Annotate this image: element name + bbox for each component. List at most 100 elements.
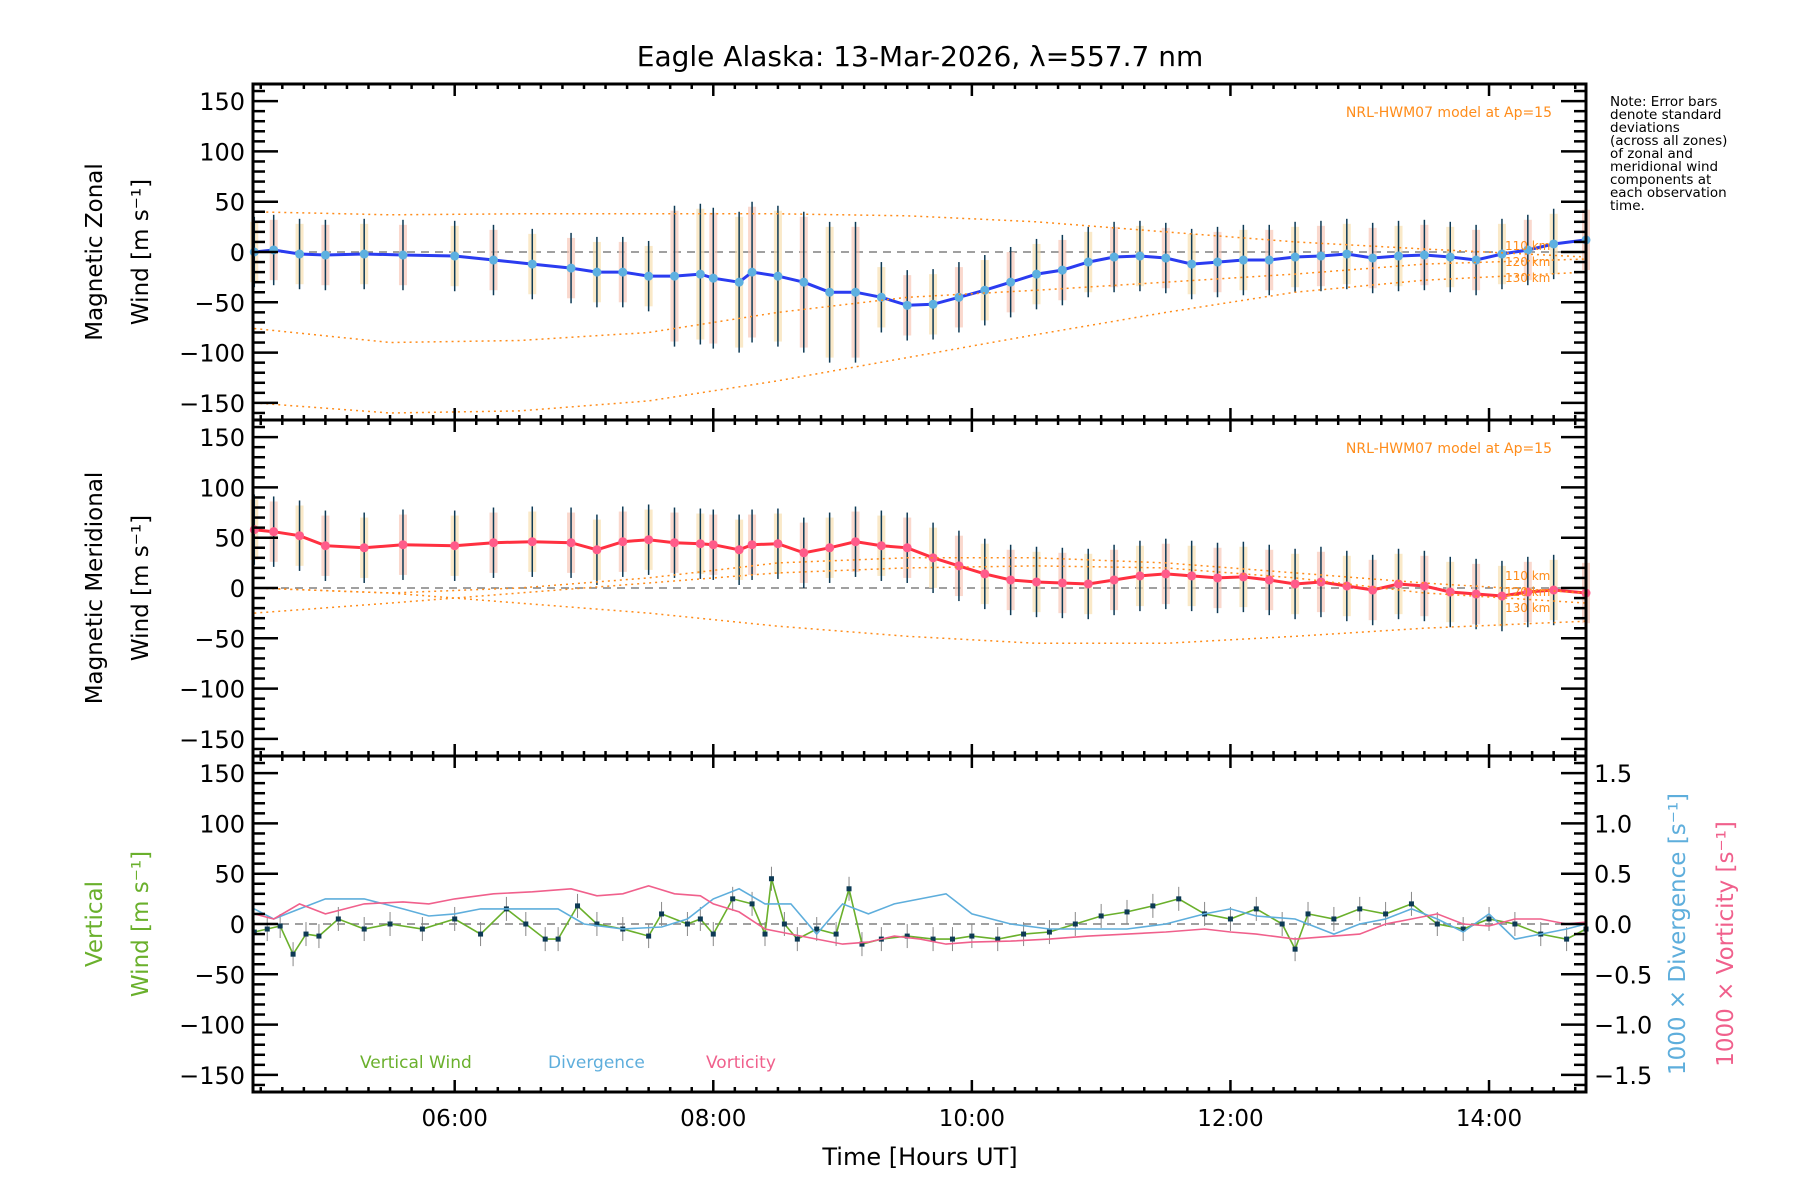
x-tick-label: 12:00 <box>1197 1106 1263 1132</box>
data-point <box>928 299 938 309</box>
series-hwm07-110-km <box>254 557 1587 594</box>
data-point <box>592 545 602 555</box>
data-point <box>361 926 367 932</box>
data-point <box>527 537 537 547</box>
data-point <box>902 543 912 553</box>
data-point <box>316 933 322 939</box>
y-axis-label-line2: Wind [m s⁻¹] <box>128 179 154 325</box>
data-point <box>708 540 718 550</box>
x-axis-label: Time [Hours UT] <box>821 1143 1017 1171</box>
data-point <box>1124 909 1130 915</box>
data-point <box>1512 921 1518 927</box>
data-point <box>1083 257 1093 267</box>
data-point <box>1368 253 1378 263</box>
data-point <box>825 287 835 297</box>
data-point <box>1213 573 1223 583</box>
data-point <box>1445 587 1455 597</box>
data-point <box>618 537 628 547</box>
altitude-label: 110 km <box>1505 569 1550 583</box>
data-point <box>1098 913 1104 919</box>
data-point <box>1564 936 1570 942</box>
data-point <box>710 931 716 937</box>
data-point <box>1057 265 1067 275</box>
data-point <box>277 923 283 929</box>
data-point <box>1316 577 1326 587</box>
data-point <box>980 285 990 295</box>
data-point <box>646 933 652 939</box>
data-point <box>1135 251 1145 261</box>
y-axis-label-line2: Wind [m s⁻¹] <box>128 851 154 997</box>
y-tick-label: 150 <box>199 88 245 116</box>
data-point <box>1187 259 1197 269</box>
data-point <box>749 901 755 907</box>
data-point <box>527 259 537 269</box>
series-hwm07-120-km <box>254 258 1587 344</box>
data-point <box>644 271 654 281</box>
data-point <box>825 543 835 553</box>
data-point <box>592 267 602 277</box>
data-point <box>1264 575 1274 585</box>
data-point <box>575 903 581 909</box>
legend-vertical-wind: Vertical Wind <box>360 1053 472 1073</box>
data-point <box>969 933 975 939</box>
y-tick-label: −150 <box>179 1062 245 1090</box>
data-point <box>799 548 809 558</box>
y-tick-label: 50 <box>214 525 245 553</box>
data-point <box>799 277 809 287</box>
model-label: NRL-HWM07 model at Ap=15 <box>1346 105 1552 121</box>
data-point <box>904 933 910 939</box>
vorticity-axis-label: 1000 × Vorticity [s⁻¹] <box>1713 821 1739 1067</box>
data-point <box>542 936 548 942</box>
series-hwm07-130-km <box>254 587 1587 645</box>
panel-vertical: −150 −100 −50 0 50 100 150 −1.5 −1.0 −0.5 0.0 0.5 1.… <box>82 754 1739 1094</box>
data-point <box>1150 903 1156 909</box>
data-point <box>846 886 852 892</box>
y-tick-label: 50 <box>214 861 245 889</box>
y-axis-label-line1: Magnetic Meridional <box>82 472 108 705</box>
data-point <box>995 936 1001 942</box>
data-point <box>1227 916 1233 922</box>
data-point <box>320 250 330 260</box>
y2-tick-label: −1.5 <box>1594 1062 1652 1090</box>
y-tick-label: 100 <box>199 810 245 838</box>
data-point <box>1434 921 1440 927</box>
data-point <box>730 896 736 902</box>
data-point <box>684 921 690 927</box>
altitude-label: 110 km <box>1505 239 1550 253</box>
data-point <box>1264 255 1274 265</box>
data-point <box>814 926 820 932</box>
data-point <box>1342 249 1352 259</box>
data-point <box>1445 252 1455 262</box>
legend-vorticity: Vorticity <box>706 1053 776 1073</box>
data-point <box>768 876 774 882</box>
y-tick-label: −50 <box>194 961 245 989</box>
data-point <box>1253 906 1259 912</box>
x-tick-label: 10:00 <box>939 1106 1005 1132</box>
y-tick-label: 50 <box>214 189 245 217</box>
data-point <box>1238 255 1248 265</box>
legend-divergence: Divergence <box>548 1053 645 1073</box>
data-point <box>387 921 393 927</box>
data-point <box>773 539 783 549</box>
data-point <box>1187 571 1197 581</box>
data-point <box>1279 921 1285 927</box>
data-point <box>1290 252 1300 262</box>
data-point <box>1419 250 1429 260</box>
y-tick-label: 0 <box>230 239 245 267</box>
data-point <box>618 267 628 277</box>
data-point <box>488 255 498 265</box>
y2-tick-label: −0.5 <box>1594 961 1652 989</box>
data-point <box>1331 916 1337 922</box>
data-point <box>1006 277 1016 287</box>
x-tick-label: 08:00 <box>680 1106 746 1132</box>
altitude-label: 130 km <box>1505 271 1550 285</box>
data-point <box>1497 249 1507 259</box>
data-point <box>1176 896 1182 902</box>
data-point <box>1290 579 1300 589</box>
data-point <box>1342 581 1352 591</box>
data-point <box>1021 931 1027 937</box>
panel-zonal: −150 −100 −50 0 50 100 150 Magnetic Zonal Wind [… <box>82 82 1591 422</box>
data-point <box>708 273 718 283</box>
data-point <box>1357 906 1363 912</box>
data-point <box>1135 571 1145 581</box>
